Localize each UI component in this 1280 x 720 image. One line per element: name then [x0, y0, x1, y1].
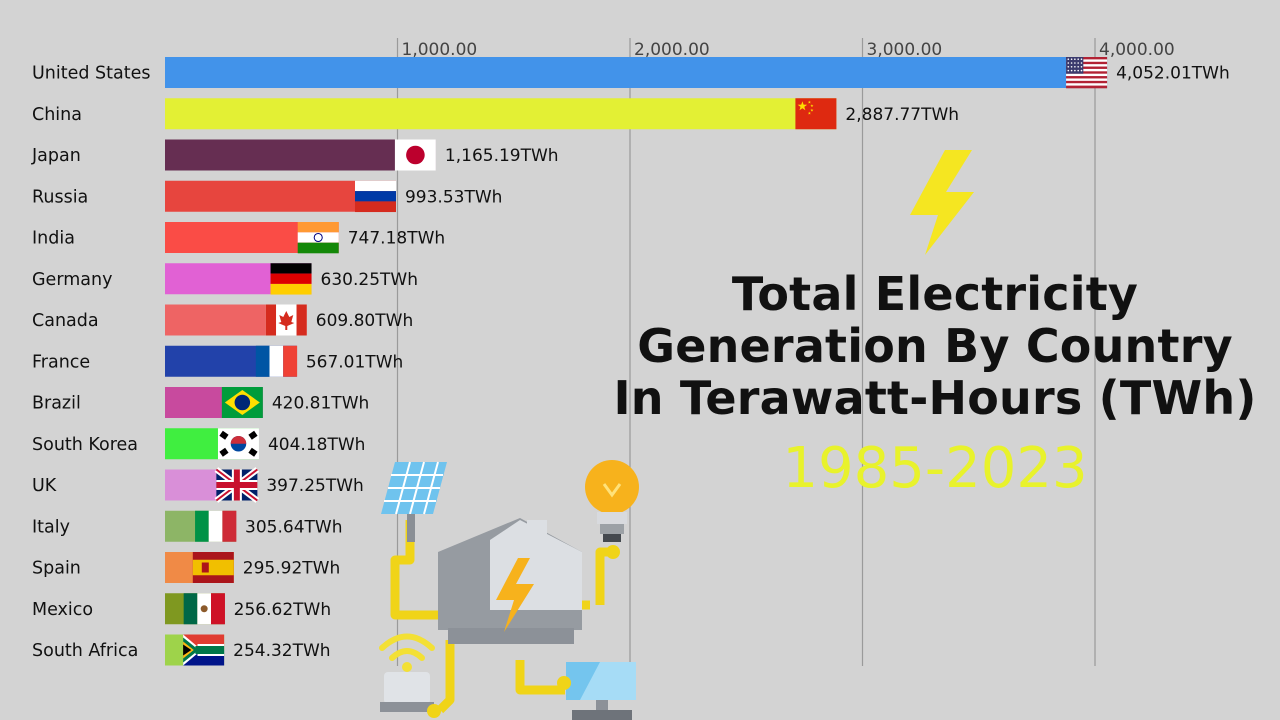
chart-title-line-2: Generation By Country: [637, 319, 1233, 373]
flag-ru-icon: [354, 180, 396, 213]
flag-cn-icon: [795, 98, 837, 130]
x-tick-label: 1,000.00: [402, 40, 478, 60]
smart-home-energy-illustration: [379, 460, 639, 720]
x-tick-label: 3,000.00: [867, 40, 943, 60]
chart-title-line-1: Total Electricity: [731, 267, 1139, 321]
bar: [165, 98, 837, 130]
value-label: 567.01TWh: [306, 352, 403, 372]
value-label: 4,052.01TWh: [1116, 64, 1230, 84]
value-label: 993.53TWh: [405, 187, 502, 207]
flag-it-icon: [195, 510, 237, 542]
flag-de-icon: [270, 263, 312, 295]
category-label: India: [32, 229, 75, 249]
category-label: Mexico: [32, 600, 93, 620]
category-label: Japan: [31, 146, 81, 166]
category-label: South Korea: [32, 435, 138, 455]
flag-mx-icon: [183, 593, 225, 625]
category-label: Spain: [32, 559, 81, 579]
category-label: France: [32, 352, 90, 372]
flag-us-icon: [1066, 57, 1108, 89]
year-range-label: 1985-2023: [782, 436, 1088, 501]
value-label: 254.32TWh: [233, 641, 330, 661]
category-label: Germany: [32, 270, 112, 290]
bar: [165, 57, 1108, 88]
category-label: Italy: [32, 517, 70, 537]
value-label: 420.81TWh: [272, 394, 369, 414]
grid-layer: 1,000.00 2,000.00 3,000.00 4,000.00: [396, 38, 1175, 666]
bars-layer: United States 4,052.01TWh China 2,887.77TWh…: [31, 57, 1230, 666]
flag-kr-icon: [217, 428, 259, 460]
flag-br-icon: [221, 387, 263, 418]
value-label: 256.62TWh: [234, 600, 331, 620]
flag-in-icon: [297, 222, 339, 254]
category-label: Brazil: [32, 394, 81, 414]
category-label: China: [32, 105, 82, 125]
lightning-bolt-icon: [910, 150, 974, 255]
category-label: Russia: [32, 187, 88, 207]
x-tick-label: 4,000.00: [1099, 40, 1175, 60]
category-label: Canada: [32, 311, 99, 331]
value-label: 397.25TWh: [266, 476, 363, 496]
value-label: 2,887.77TWh: [845, 105, 959, 125]
flag-jp-icon: [394, 139, 436, 171]
flag-fr-icon: [255, 345, 298, 377]
value-label: 609.80TWh: [316, 311, 413, 331]
chart-title-line-3: In Terawatt-Hours (TWh): [613, 371, 1257, 425]
flag-es-icon: [192, 552, 234, 583]
value-label: 747.18TWh: [348, 229, 445, 249]
value-label: 404.18TWh: [268, 435, 365, 455]
category-label: United States: [32, 64, 151, 84]
value-label: 1,165.19TWh: [445, 146, 559, 166]
category-label: South Africa: [32, 641, 138, 661]
category-label: UK: [32, 476, 57, 496]
x-tick-label: 2,000.00: [634, 40, 710, 60]
bar: [165, 139, 436, 171]
flag-ca-icon: [265, 304, 307, 336]
value-label: 295.92TWh: [243, 559, 340, 579]
chart-title-block: Total Electricity Generation By Country …: [600, 268, 1270, 500]
flag-za-icon: [183, 634, 225, 666]
flag-gb-icon: [214, 467, 260, 503]
value-label: 305.64TWh: [245, 517, 342, 537]
value-label: 630.25TWh: [321, 270, 418, 290]
